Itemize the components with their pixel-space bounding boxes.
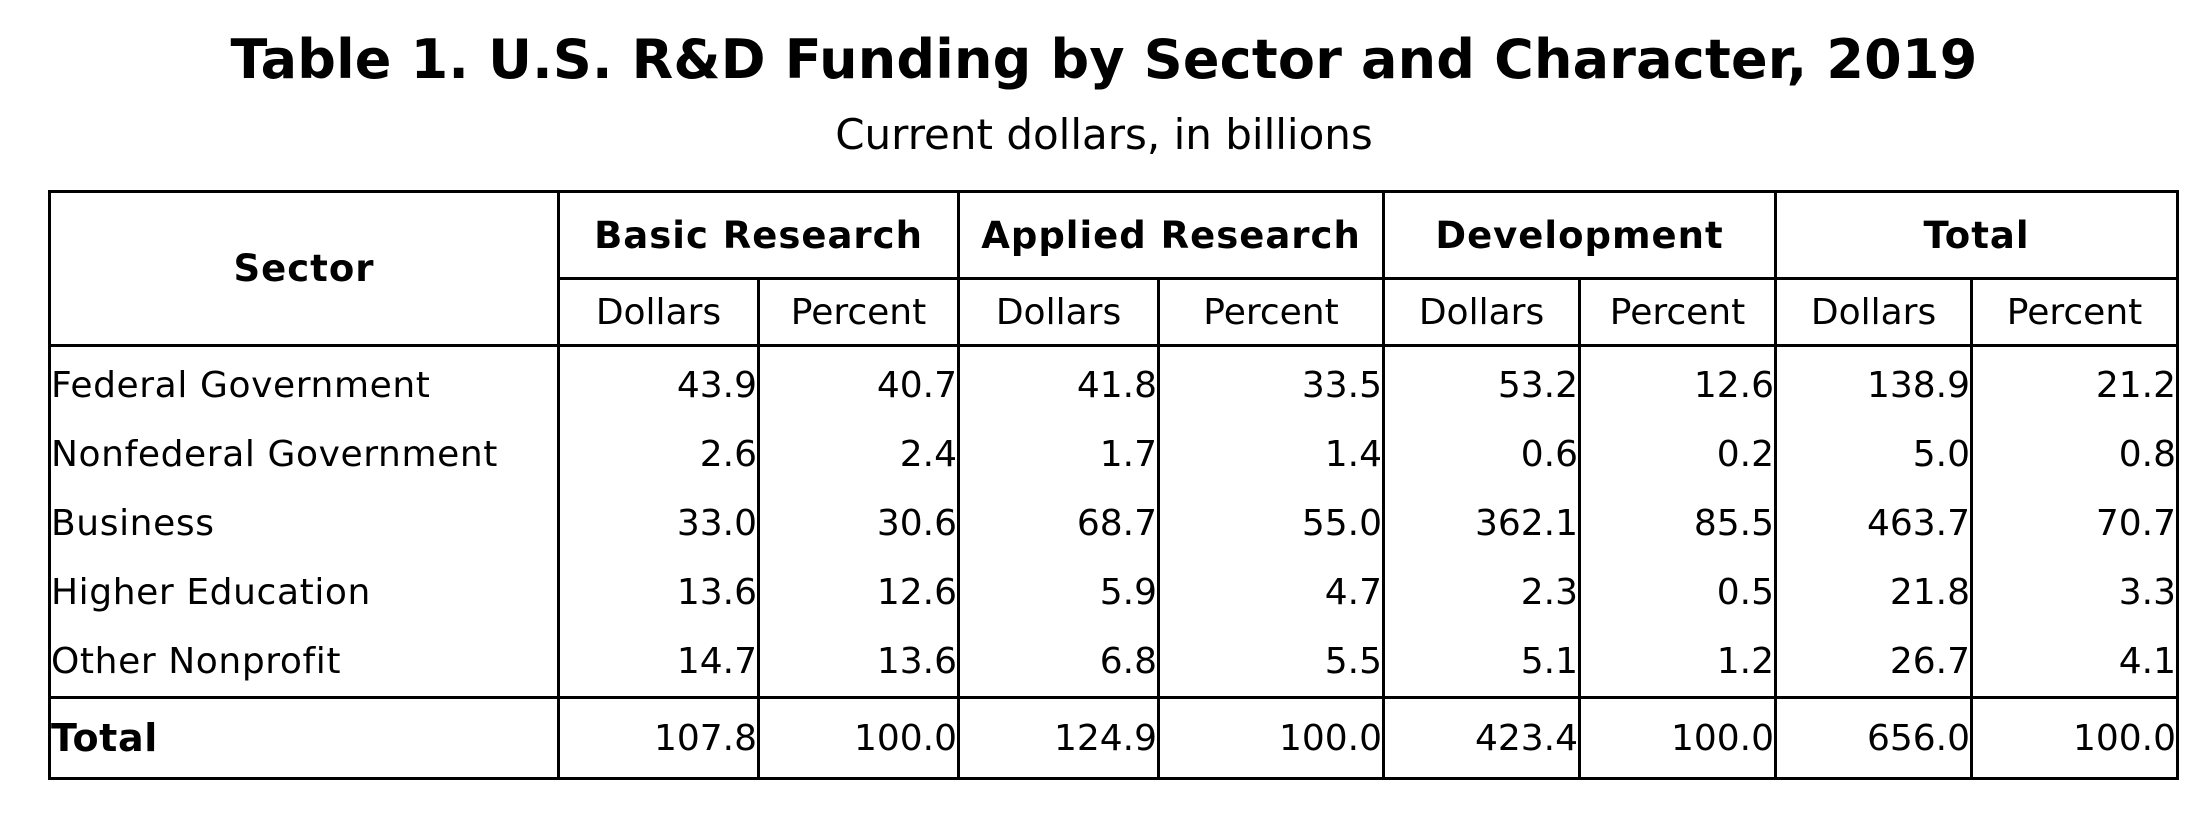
total-cell: 100.0 — [1157, 696, 1384, 779]
table-row: Business 33.0 30.6 68.7 55.0 362.1 85.5 … — [50, 489, 2178, 558]
table-row: Higher Education 13.6 12.6 5.9 4.7 2.3 0… — [50, 558, 2178, 627]
table-cell: 12.6 — [1578, 345, 1776, 420]
table-cell: 138.9 — [1774, 345, 1972, 420]
total-cell: 124.9 — [957, 696, 1159, 779]
table-cell: 0.8 — [1970, 420, 2178, 489]
table-cell: 85.5 — [1578, 489, 1776, 558]
table-cell: 463.7 — [1774, 489, 1972, 558]
table-cell: 40.7 — [756, 345, 959, 420]
table-cell: 13.6 — [756, 627, 959, 698]
table-cell: 68.7 — [957, 489, 1159, 558]
table-cell: 14.7 — [557, 627, 759, 698]
table-cell: 33.0 — [557, 489, 759, 558]
row-label: Business — [51, 503, 215, 544]
table-cell: 5.5 — [1157, 627, 1384, 698]
table-row: Federal Government 43.9 40.7 41.8 33.5 5… — [50, 345, 2178, 420]
subheader-dollars: Dollars — [1774, 278, 1972, 347]
subheader-percent: Percent — [756, 278, 959, 347]
table-cell: 4.1 — [1970, 627, 2178, 698]
group-header-basic-research: Basic Research — [556, 191, 959, 280]
table-cell: 5.0 — [1774, 420, 1972, 489]
total-cell: 423.4 — [1382, 696, 1580, 779]
total-label: Total — [49, 696, 559, 779]
table-cell: 4.7 — [1157, 558, 1384, 627]
table-cell: 1.7 — [957, 420, 1159, 489]
sector-column-header: Sector — [49, 191, 559, 347]
subheader-dollars: Dollars — [957, 278, 1159, 347]
subheader-percent: Percent — [1970, 278, 2178, 347]
total-cell: 100.0 — [1970, 696, 2178, 779]
table-cell: 362.1 — [1382, 489, 1580, 558]
group-header-development: Development — [1382, 191, 1776, 280]
table-cell: 70.7 — [1970, 489, 2178, 558]
subheader-percent: Percent — [1157, 278, 1384, 347]
total-row: Total 107.8 100.0 124.9 100.0 423.4 100.… — [49, 696, 2178, 779]
group-header-applied-research: Applied Research — [957, 191, 1384, 280]
total-cell: 100.0 — [1578, 696, 1776, 779]
total-cell: 100.0 — [756, 696, 959, 779]
table-subtitle: Current dollars, in billions — [835, 110, 1373, 159]
table-cell: 55.0 — [1157, 489, 1384, 558]
table-row: Nonfederal Government 2.6 2.4 1.7 1.4 0.… — [50, 420, 2178, 489]
table-row: Other Nonprofit 14.7 13.6 6.8 5.5 5.1 1.… — [50, 627, 2178, 698]
subheader-percent: Percent — [1578, 278, 1776, 347]
table-cell: 26.7 — [1774, 627, 1972, 698]
table-cell: 1.4 — [1157, 420, 1384, 489]
table-cell: 30.6 — [756, 489, 959, 558]
group-header-total: Total — [1774, 191, 2178, 280]
table-cell: 43.9 — [557, 345, 759, 420]
table-cell: 0.2 — [1578, 420, 1776, 489]
total-cell: 107.8 — [557, 696, 759, 779]
table-cell: 33.5 — [1157, 345, 1384, 420]
table-cell: 5.1 — [1382, 627, 1580, 698]
table-cell: 0.5 — [1578, 558, 1776, 627]
row-label: Federal Government — [51, 365, 431, 406]
table-cell: 21.2 — [1970, 345, 2178, 420]
table-cell: 5.9 — [957, 558, 1159, 627]
table-cell: 1.2 — [1578, 627, 1776, 698]
table-cell: 2.4 — [756, 420, 959, 489]
row-label: Higher Education — [51, 572, 371, 613]
table-cell: 21.8 — [1774, 558, 1972, 627]
table-cell: 53.2 — [1382, 345, 1580, 420]
table-cell: 3.3 — [1970, 558, 2178, 627]
table-cell: 12.6 — [756, 558, 959, 627]
table-cell: 2.3 — [1382, 558, 1580, 627]
table-cell: 41.8 — [957, 345, 1159, 420]
table-cell: 0.6 — [1382, 420, 1580, 489]
table-cell: 2.6 — [557, 420, 759, 489]
table-cell: 6.8 — [957, 627, 1159, 698]
subheader-dollars: Dollars — [557, 278, 759, 347]
row-label: Nonfederal Government — [51, 434, 499, 475]
table-title: Table 1. U.S. R&D Funding by Sector and … — [230, 28, 1978, 91]
row-label: Other Nonprofit — [51, 641, 342, 682]
table-cell: 13.6 — [557, 558, 759, 627]
total-cell: 656.0 — [1774, 696, 1972, 779]
rd-funding-table: Sector Basic Research Applied Research D… — [48, 190, 2180, 780]
subheader-dollars: Dollars — [1382, 278, 1580, 347]
